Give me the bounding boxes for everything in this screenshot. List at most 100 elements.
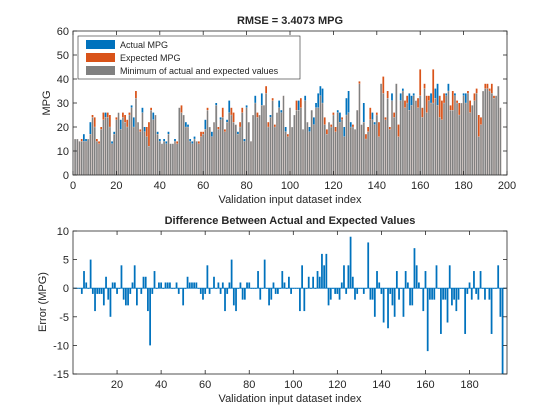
error-bar <box>303 288 306 312</box>
error-bar <box>448 265 451 289</box>
error-bar <box>102 288 105 306</box>
minimum-bar <box>182 114 185 176</box>
error-bar <box>217 282 220 289</box>
error-bar <box>144 276 147 289</box>
bottom-chart-title: Difference Between Actual and Expected V… <box>165 215 416 227</box>
minimum-bar <box>393 117 396 176</box>
x-tick-label: 180 <box>454 180 472 192</box>
minimum-bar <box>262 105 265 176</box>
error-bar <box>307 276 310 289</box>
minimum-bar <box>377 136 380 176</box>
minimum-bar <box>438 117 441 176</box>
error-bar <box>431 288 433 300</box>
minimum-bar <box>193 138 196 176</box>
x-tick-label: 40 <box>154 180 166 192</box>
minimum-bar <box>167 134 170 176</box>
minimum-bar <box>332 114 335 176</box>
error-bar <box>334 288 337 294</box>
error-bar <box>175 282 178 289</box>
minimum-bar <box>440 119 443 176</box>
error-bar <box>208 288 211 294</box>
error-bar <box>477 288 480 300</box>
minimum-bar <box>180 112 183 176</box>
error-bar <box>129 288 132 294</box>
minimum-bar <box>410 105 413 176</box>
minimum-bar <box>108 126 111 176</box>
minimum-bar <box>117 112 120 176</box>
error-bar <box>96 288 99 294</box>
error-bar <box>343 265 345 289</box>
minimum-bar <box>210 136 213 176</box>
top-x-ticks: 0 20 40 60 80 100 120 140 160 180 200 <box>70 31 516 192</box>
error-bar <box>442 288 444 300</box>
x-tick-label: 20 <box>111 379 123 391</box>
minimum-bar <box>449 110 452 176</box>
error-bar <box>281 271 284 289</box>
error-bar <box>164 282 167 289</box>
error-bar <box>336 288 339 294</box>
error-bar <box>232 288 235 306</box>
minimum-bar <box>464 102 467 176</box>
error-bar <box>116 288 118 294</box>
minimum-bar <box>486 88 489 176</box>
error-bar <box>470 288 473 300</box>
minimum-bar <box>245 107 248 176</box>
error-bar <box>204 288 207 294</box>
minimum-bar <box>460 102 463 176</box>
minimum-bar <box>173 141 176 176</box>
minimum-bar <box>87 138 90 176</box>
error-bar <box>94 288 96 312</box>
minimum-bar <box>291 126 294 176</box>
minimum-bar <box>423 88 426 176</box>
minimum-bar <box>134 98 137 176</box>
error-bar <box>133 265 136 289</box>
legend-swatch-actual <box>86 40 115 49</box>
error-bar <box>85 282 88 289</box>
minimum-bar <box>106 117 109 176</box>
error-bar <box>226 288 229 294</box>
error-bar <box>367 242 370 289</box>
minimum-bar <box>297 110 300 176</box>
x-tick-label: 180 <box>460 379 478 391</box>
minimum-bar <box>93 126 96 176</box>
error-bar <box>444 288 447 300</box>
minimum-bar <box>310 110 313 176</box>
error-bar <box>199 288 202 294</box>
minimum-bar <box>145 136 148 176</box>
error-bar <box>347 265 350 289</box>
error-bar <box>120 265 123 289</box>
minimum-bar <box>358 83 361 176</box>
minimum-bar <box>421 117 424 176</box>
minimum-bar <box>239 126 242 176</box>
error-bar <box>468 282 471 289</box>
error-bar <box>100 288 103 294</box>
error-bar <box>283 282 286 289</box>
minimum-bar <box>315 107 318 176</box>
error-bar <box>111 282 114 289</box>
minimum-bar <box>165 143 168 176</box>
x-tick-label: 140 <box>372 379 390 391</box>
minimum-bar <box>143 131 146 176</box>
minimum-bar <box>282 95 285 176</box>
minimum-bar <box>271 100 274 176</box>
minimum-bar <box>482 90 485 176</box>
minimum-bar <box>306 122 309 176</box>
minimum-bar <box>95 141 98 176</box>
error-bar <box>312 276 315 289</box>
minimum-bar <box>492 98 495 176</box>
top-chart: 0 20 40 60 80 100 120 140 160 180 200 0 10 20 30 40 50 6… <box>41 15 516 206</box>
minimum-bar <box>349 126 352 176</box>
minimum-bar <box>488 90 491 176</box>
error-bar <box>380 288 383 294</box>
minimum-bar <box>206 110 209 176</box>
error-bar <box>446 288 449 323</box>
minimum-bar <box>495 95 498 176</box>
minimum-bar <box>369 119 372 176</box>
error-bar <box>351 276 354 289</box>
error-bar <box>387 288 389 329</box>
minimum-bar <box>341 119 344 176</box>
minimum-bar <box>236 134 239 176</box>
error-bar <box>259 288 262 300</box>
x-tick-label: 60 <box>199 379 211 391</box>
minimum-bar <box>338 122 341 176</box>
